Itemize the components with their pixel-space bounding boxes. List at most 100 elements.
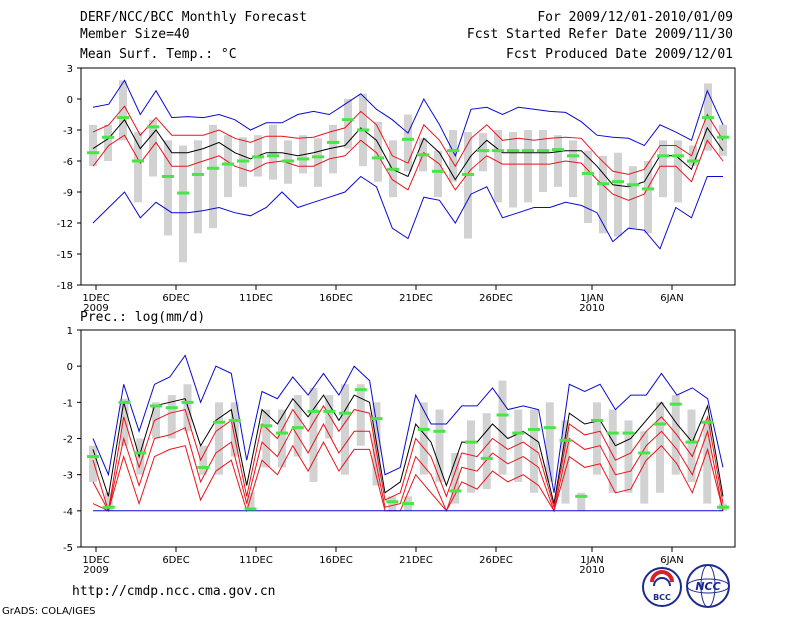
box: [179, 145, 187, 263]
box: [659, 140, 667, 198]
median-marker: [433, 429, 446, 433]
median-marker: [582, 171, 594, 175]
median-marker: [244, 507, 257, 511]
y-tick-label: -18: [57, 281, 73, 292]
box: [614, 152, 622, 237]
series-lowest: [92, 441, 724, 513]
series-mean: [92, 118, 724, 188]
box: [246, 492, 255, 511]
box: [449, 130, 457, 182]
median-marker: [237, 159, 249, 163]
y-tick-label: -6: [63, 157, 73, 168]
y-tick-label: 3: [67, 64, 73, 75]
box: [514, 409, 523, 482]
box: [374, 121, 382, 182]
median-marker: [282, 159, 294, 163]
median-marker: [657, 154, 669, 158]
x-tick-label: 6JAN: [660, 555, 683, 566]
box: [89, 445, 97, 482]
median-marker: [638, 451, 651, 455]
box: [356, 384, 365, 446]
median-marker: [181, 400, 194, 404]
y-tick-label: -5: [63, 543, 73, 554]
median-marker: [627, 183, 639, 187]
median-marker: [192, 172, 204, 176]
y-tick-label: 0: [67, 95, 73, 106]
box: [134, 132, 142, 203]
median-marker: [370, 417, 383, 421]
bcc-logo-text: BCC: [653, 593, 671, 602]
box: [344, 99, 352, 149]
median-marker: [447, 149, 459, 153]
median-marker: [512, 431, 525, 435]
median-marker: [134, 451, 147, 455]
series-lower: [92, 422, 724, 513]
median-marker: [417, 153, 429, 157]
y-tick-label: -12: [57, 219, 73, 230]
median-marker: [492, 149, 504, 153]
x-tick-year: 2009: [83, 303, 108, 314]
plot-frame: [80, 329, 736, 548]
series-lower: [92, 134, 724, 201]
box: [498, 380, 507, 475]
box: [599, 155, 607, 234]
median-marker: [252, 155, 264, 159]
median-marker: [622, 431, 635, 435]
median-marker: [117, 116, 129, 120]
box: [530, 409, 538, 493]
box: [689, 145, 697, 167]
box: [230, 402, 239, 457]
median-marker: [496, 413, 509, 417]
box: [262, 409, 271, 468]
x-tick-label: 26DEC: [479, 293, 513, 304]
x-tick-label: 6JAN: [660, 293, 683, 304]
box: [104, 124, 112, 161]
median-marker: [339, 411, 351, 415]
ncc-logo: NCC: [686, 564, 730, 608]
median-marker: [150, 404, 162, 408]
box: [719, 124, 727, 156]
median-marker: [612, 180, 624, 184]
median-marker: [87, 455, 99, 459]
box: [482, 413, 491, 490]
box: [167, 395, 176, 439]
series-min: [92, 175, 723, 250]
box: [388, 496, 397, 511]
median-marker: [507, 149, 519, 153]
x-tick-year: 2010: [579, 303, 604, 314]
median-marker: [552, 148, 564, 152]
box: [687, 409, 696, 482]
box: [569, 140, 577, 198]
median-marker: [162, 175, 174, 178]
y-tick-label: 0: [67, 362, 73, 373]
median-marker: [228, 418, 241, 422]
box: [608, 409, 617, 493]
median-marker: [575, 494, 588, 498]
median-marker: [387, 167, 399, 171]
forecast-produced-date: Fcst Produced Date 2009/12/01: [506, 47, 733, 62]
y-tick-label: -4: [63, 507, 73, 518]
box: [314, 138, 322, 187]
box: [671, 395, 680, 475]
median-marker: [717, 135, 729, 139]
median-marker: [297, 157, 309, 161]
box: [451, 452, 460, 504]
y-tick-label: 1: [67, 326, 73, 337]
chart-title: DERF/NCC/BCC Monthly Forecast: [80, 10, 307, 25]
series-mean: [92, 394, 724, 504]
median-marker: [386, 500, 399, 504]
source-url[interactable]: http://cmdp.ncc.cma.gov.cn: [72, 584, 276, 599]
box: [164, 140, 172, 236]
box: [584, 150, 592, 223]
median-marker: [354, 388, 367, 392]
median-marker: [260, 424, 273, 428]
box: [89, 124, 97, 167]
median-marker: [642, 187, 654, 191]
median-marker: [672, 154, 684, 158]
plot-frame: [80, 67, 736, 286]
box: [325, 395, 334, 439]
box: [467, 420, 475, 493]
box: [119, 80, 127, 141]
series-upper: [92, 105, 724, 175]
series-max: [92, 354, 724, 493]
